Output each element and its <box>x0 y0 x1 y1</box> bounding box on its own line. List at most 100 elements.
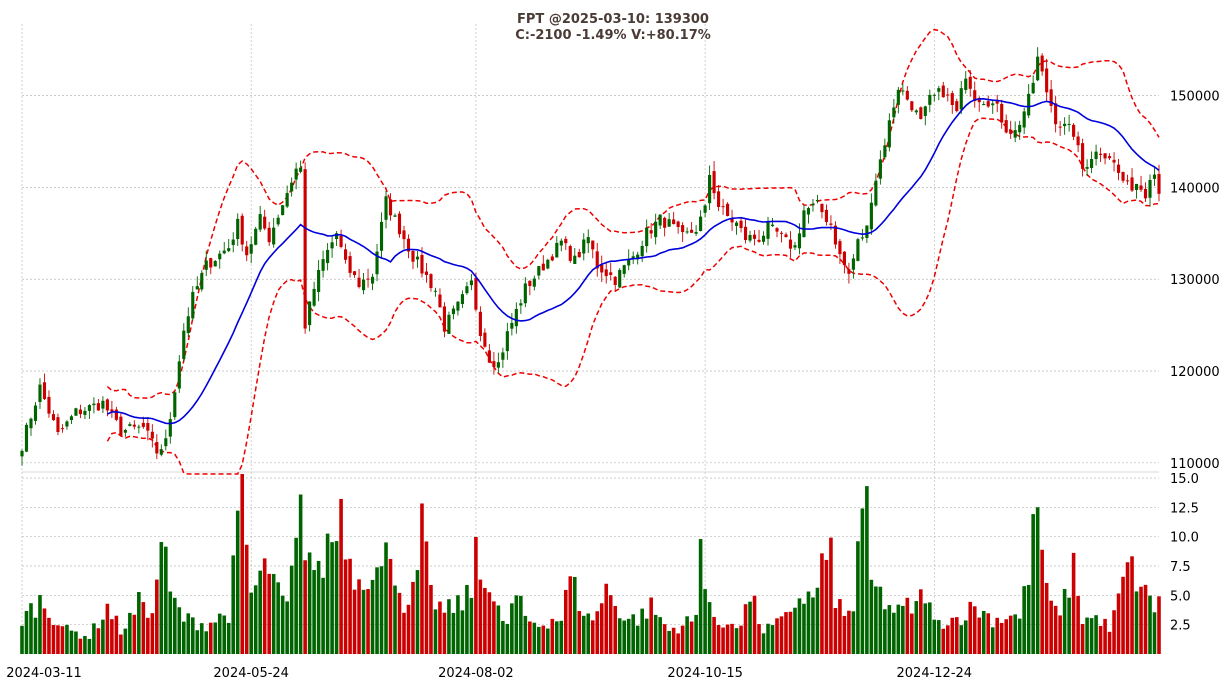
volume-bar <box>743 604 748 654</box>
candle <box>604 261 608 284</box>
candle <box>1125 174 1130 185</box>
candle <box>460 290 464 308</box>
candle-body <box>928 94 932 105</box>
candle-body <box>770 224 775 227</box>
volume-bar <box>1107 631 1112 654</box>
candle <box>896 87 900 114</box>
candle-body <box>923 106 927 116</box>
candle-body <box>447 314 451 334</box>
volume-bar <box>1157 596 1161 654</box>
candle-body <box>582 239 586 254</box>
volume-bar <box>141 602 146 654</box>
volume-bar <box>730 623 734 654</box>
volume-bar <box>1116 593 1121 654</box>
volume-bar <box>608 595 613 654</box>
volume-bar <box>766 623 770 654</box>
volume-bar <box>505 623 510 654</box>
volume-bar <box>420 503 424 654</box>
volume-bar <box>667 630 671 654</box>
volume-bar <box>483 587 487 654</box>
volume-bar <box>923 603 928 654</box>
candle <box>218 250 222 269</box>
candle-body <box>20 450 24 457</box>
volume-bar <box>65 624 69 654</box>
volume-tick-label: 5.0 <box>1170 589 1191 604</box>
volume-bar <box>649 597 653 654</box>
candle <box>402 225 406 249</box>
candle <box>510 313 514 336</box>
candle-body <box>977 97 981 103</box>
volume-bar <box>838 599 842 654</box>
volume-bar <box>1089 618 1094 654</box>
candle <box>541 255 545 271</box>
candle <box>1000 99 1004 129</box>
candle <box>717 185 721 212</box>
candle <box>186 307 190 337</box>
candle <box>878 150 882 185</box>
volume-bar <box>1152 612 1157 654</box>
candle <box>429 273 433 292</box>
volume-bar <box>950 617 955 654</box>
volume-bar <box>51 625 56 654</box>
candle <box>622 264 626 278</box>
volume-bar <box>415 570 420 654</box>
candle-body <box>815 200 820 202</box>
candle-body <box>964 78 968 90</box>
volume-bar <box>568 576 573 654</box>
candle-body <box>541 263 545 271</box>
candle-body <box>654 221 658 238</box>
volume-bar <box>510 603 514 654</box>
candle <box>528 280 532 296</box>
volume-bar <box>173 597 177 654</box>
candle-body <box>294 168 298 180</box>
date-tick-label: 2024-08-02 <box>438 666 514 681</box>
candle-body <box>460 294 464 305</box>
candle-body <box>402 230 406 240</box>
volume-bar <box>496 605 501 654</box>
volume-bar <box>20 625 24 654</box>
candle-body <box>420 255 424 274</box>
candle-body <box>838 241 842 255</box>
candle <box>690 222 694 233</box>
volume-bar <box>361 589 366 654</box>
candle <box>474 272 478 312</box>
volume-bar <box>1139 586 1143 654</box>
candle-body <box>69 416 74 421</box>
volume-bar <box>469 597 474 654</box>
volume-bar <box>262 558 267 654</box>
candle-body <box>645 227 649 247</box>
candle <box>299 160 303 174</box>
volume-bar <box>357 579 361 654</box>
candle <box>263 209 267 231</box>
candle-body <box>101 400 105 409</box>
candle-body <box>595 251 599 269</box>
candle-body <box>941 85 945 98</box>
candle-body <box>299 167 303 172</box>
candle-body <box>177 361 181 389</box>
candle-body <box>379 221 384 251</box>
volume-bar <box>954 617 959 654</box>
volume-bar <box>523 615 528 654</box>
candle-body <box>222 250 226 254</box>
volume-bar <box>537 626 541 654</box>
volume-bar <box>379 566 384 654</box>
moving-average-line <box>107 97 1160 425</box>
volume-bar <box>208 622 213 654</box>
candle <box>366 268 370 288</box>
candle-body <box>1143 188 1148 199</box>
candle-body <box>78 409 82 415</box>
candle <box>757 229 761 243</box>
candle <box>941 81 945 98</box>
candle-body <box>384 196 388 220</box>
candle <box>1027 84 1031 119</box>
candle <box>258 205 262 233</box>
candle-body <box>478 311 482 336</box>
candle-body <box>932 94 936 96</box>
volume-bar <box>402 612 406 654</box>
candle <box>1036 47 1040 82</box>
candle <box>60 424 65 433</box>
lower-band-line <box>106 117 1160 475</box>
volume-bar <box>204 631 209 654</box>
candle-body <box>604 269 608 277</box>
candle-body <box>797 233 802 249</box>
